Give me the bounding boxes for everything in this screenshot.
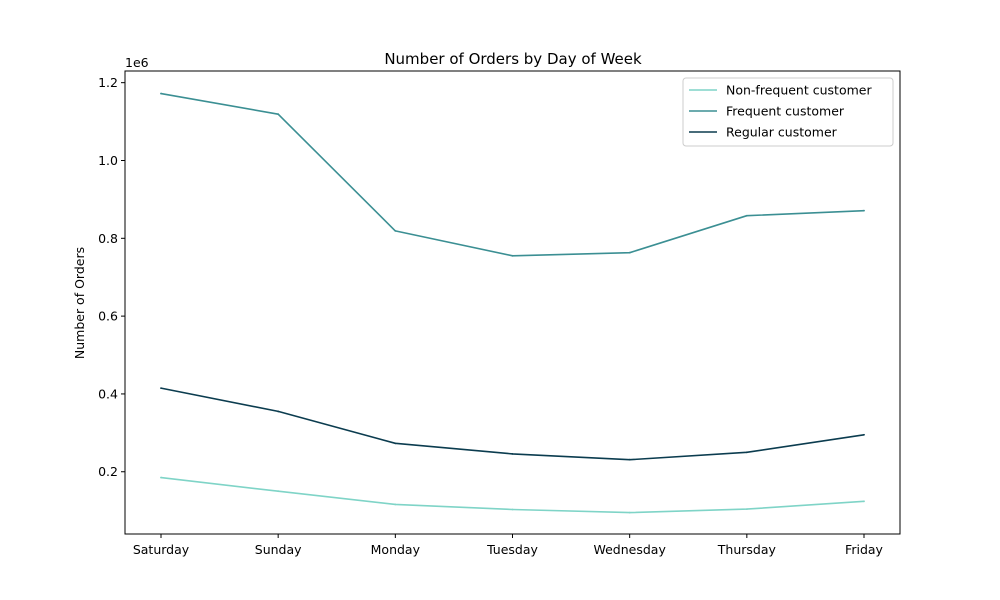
y-tick-label: 0.6 [98, 309, 118, 324]
data-point [628, 511, 631, 514]
data-point [863, 209, 865, 212]
legend-box [682, 77, 894, 147]
data-point [160, 476, 162, 479]
x-tick-label: Wednesday [593, 542, 666, 557]
data-point [511, 452, 514, 455]
y-tick-label: 0.2 [98, 464, 118, 479]
data-point [394, 503, 397, 506]
x-tick-label: Tuesday [486, 542, 538, 557]
chart-title: Number of Orders by Day of Week [384, 50, 642, 68]
x-tick-label: Monday [371, 542, 421, 557]
data-point [277, 410, 280, 413]
legend-entry-label: Non-frequent customer [726, 83, 872, 98]
y-tick-label: 1.0 [98, 153, 118, 168]
data-point [511, 508, 514, 511]
x-tick-label: Friday [845, 542, 883, 557]
data-point [863, 500, 865, 503]
series-line-1 [160, 476, 865, 514]
x-tick-label: Thursday [717, 542, 777, 557]
y-tick-label: 0.8 [98, 231, 118, 246]
data-point [277, 490, 280, 493]
plot-area: 0.2 0.4 0.6 0.8 1.0 1.2 Saturday Sunday Monday Tu… [98, 70, 901, 557]
data-point [511, 254, 514, 257]
legend-entry-label: Frequent customer [726, 104, 845, 119]
y-tick-label: 1.2 [98, 75, 118, 90]
legend: Non-frequent customer Frequent customer Re… [682, 77, 894, 147]
data-point [628, 458, 631, 461]
data-point [745, 214, 748, 217]
y-axis-offset-label: 1e6 [125, 55, 149, 70]
data-point [628, 251, 631, 254]
series-line-3 [160, 387, 865, 461]
x-tick-label: Sunday [255, 542, 302, 557]
data-point [394, 442, 397, 445]
data-point [277, 113, 280, 116]
y-axis-label: Number of Orders [72, 247, 87, 359]
data-point [160, 387, 162, 389]
data-point [745, 451, 748, 454]
data-point [394, 230, 397, 232]
data-point [863, 433, 865, 436]
x-tick-label: Saturday [133, 542, 190, 557]
data-point [160, 92, 162, 95]
y-tick-label: 0.4 [98, 386, 118, 401]
data-point [745, 508, 748, 510]
legend-entry-label: Regular customer [726, 125, 838, 140]
